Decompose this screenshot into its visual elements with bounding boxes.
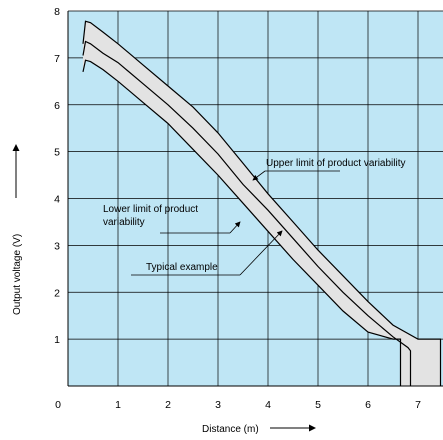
upper-annotation-arrow — [252, 170, 266, 181]
y-tick-label: 4 — [54, 194, 60, 206]
x-tick-label: 4 — [265, 399, 271, 411]
y-axis-label: Output voltage (V) — [12, 234, 23, 315]
x-tick-label: 1 — [115, 399, 121, 411]
lower-limit-line — [82, 59, 402, 386]
typical-annotation-arrow — [239, 230, 283, 276]
y-tick-label: 5 — [54, 147, 60, 159]
lower-limit-annotation-line2: variability — [103, 217, 145, 228]
x-tick-labels: 0 1 2 3 4 5 6 7 — [55, 399, 421, 411]
x-tick-label: 0 — [55, 399, 61, 411]
upper-limit-line — [82, 20, 442, 386]
x-tick-label: 2 — [165, 399, 171, 411]
lower-annotation-arrow — [229, 221, 241, 234]
y-tick-label: 1 — [54, 334, 60, 346]
lower-limit-annotation-line1: Lower limit of product — [103, 204, 198, 215]
typical-example-annotation: Typical example — [146, 262, 218, 273]
y-tick-labels: 1 2 3 4 5 6 7 8 — [54, 6, 60, 346]
x-tick-label: 3 — [215, 399, 221, 411]
x-tick-label: 6 — [365, 399, 371, 411]
x-tick-label: 5 — [315, 399, 321, 411]
y-tick-label: 8 — [54, 6, 60, 18]
x-axis-label: Distance (m) — [202, 424, 259, 435]
y-tick-label: 3 — [54, 240, 60, 252]
y-tick-label: 2 — [54, 287, 60, 299]
typical-example-line — [82, 40, 412, 386]
upper-limit-annotation: Upper limit of product variability — [266, 158, 406, 169]
x-tick-label: 7 — [415, 399, 421, 411]
y-tick-label: 7 — [54, 53, 60, 65]
y-tick-label: 6 — [54, 100, 60, 112]
